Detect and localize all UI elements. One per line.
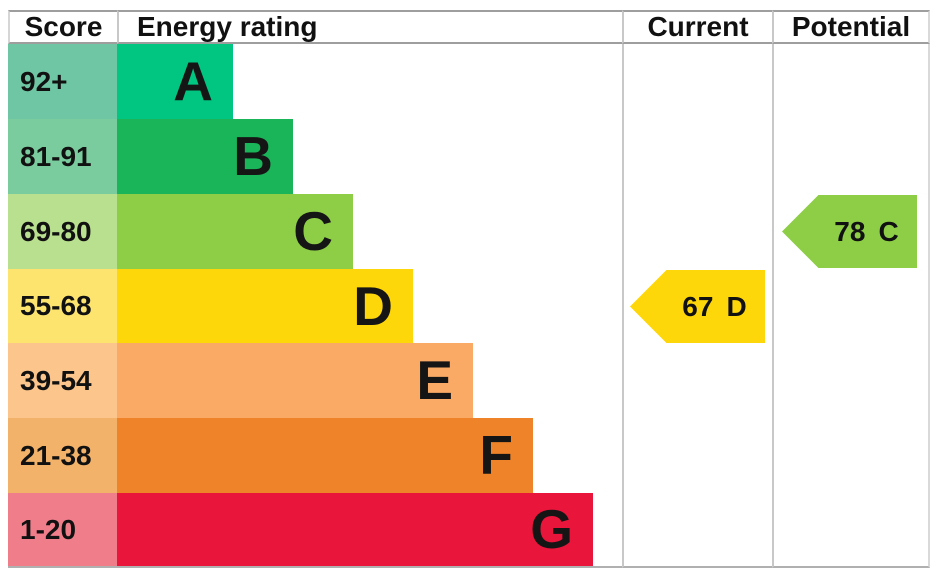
band-bar-g: G (117, 493, 593, 566)
band-row-c: C (117, 194, 622, 269)
band-bar-b: B (117, 119, 293, 194)
epc-table: Score Energy rating Current Potential 67… (8, 10, 930, 568)
current-column: 67 D (622, 44, 772, 568)
current-score-value: 67 (682, 290, 714, 322)
current-rating-arrow: 67 D (630, 270, 765, 343)
score-range-a: 92+ (8, 44, 117, 119)
score-range-b: 81-91 (8, 119, 117, 194)
column-header-potential: Potential (772, 10, 930, 44)
band-bar-e: E (117, 343, 473, 418)
band-row-a: A (117, 44, 622, 119)
potential-column: 78 C (772, 44, 930, 568)
potential-score-value: 78 (834, 215, 866, 247)
band-row-b: B (117, 119, 622, 194)
band-bar-a: A (117, 44, 233, 119)
band-bar-f: F (117, 418, 533, 493)
current-band-letter: D (726, 290, 747, 322)
potential-rating-arrow: 78 C (782, 195, 917, 268)
band-row-f: F (117, 418, 622, 493)
score-range-e: 39-54 (8, 343, 117, 418)
column-header-current: Current (622, 10, 772, 44)
score-range-c: 69-80 (8, 194, 117, 269)
potential-band-letter: C (878, 215, 899, 247)
band-row-d: D (117, 269, 622, 343)
score-range-d: 55-68 (8, 269, 117, 343)
band-row-g: G (117, 493, 622, 568)
band-bar-d: D (117, 269, 413, 343)
band-bar-c: C (117, 194, 353, 269)
score-range-g: 1-20 (8, 493, 117, 568)
band-row-e: E (117, 343, 622, 418)
column-header-energy-rating: Energy rating (117, 10, 622, 44)
column-header-score: Score (8, 10, 117, 44)
score-range-f: 21-38 (8, 418, 117, 493)
